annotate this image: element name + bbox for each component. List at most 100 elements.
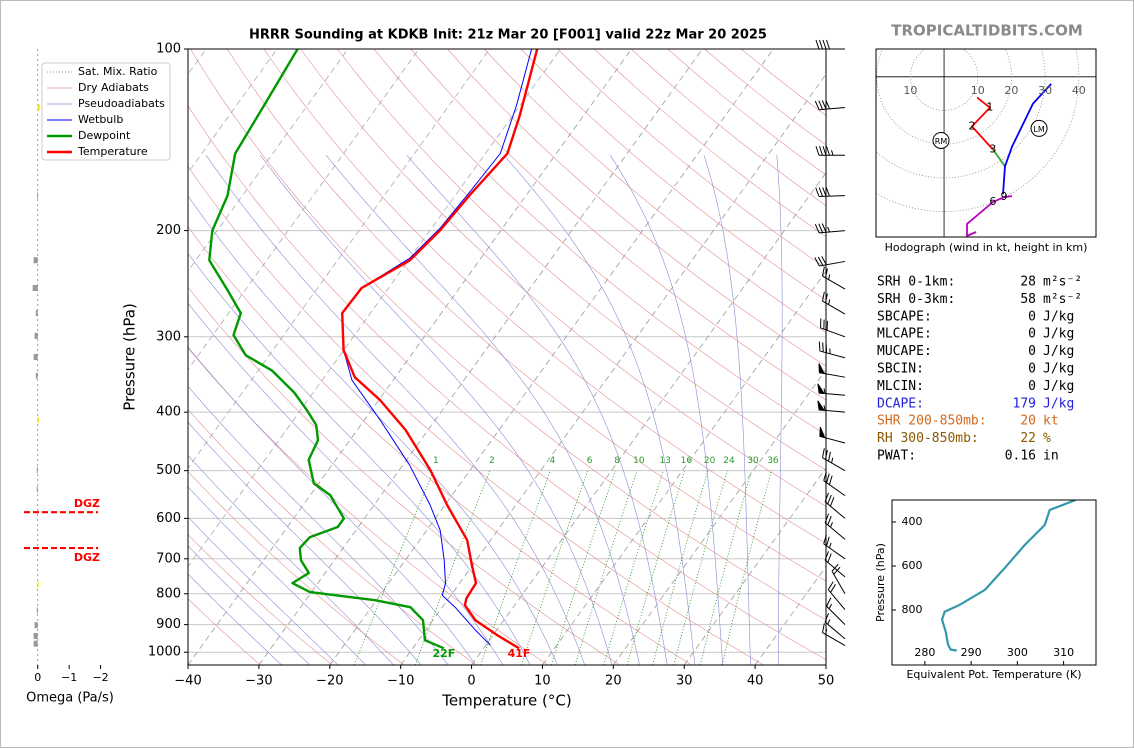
dry-adiabat xyxy=(188,598,261,665)
wind-barb xyxy=(815,39,845,50)
wind-barb xyxy=(824,613,846,640)
barb-staff xyxy=(826,605,846,625)
legend-label: Pseudoadiabats xyxy=(78,97,165,110)
legend-label: Dewpoint xyxy=(78,129,131,142)
mixing-ratio-line xyxy=(626,470,686,665)
barb-full xyxy=(824,513,830,523)
mixing-ratio-label: 8 xyxy=(614,456,620,466)
dry-adiabat xyxy=(300,49,826,507)
barb-full xyxy=(821,291,825,302)
omega-bar xyxy=(34,622,38,629)
wind-barb xyxy=(818,341,846,359)
barb-full xyxy=(823,471,827,481)
omega-bar xyxy=(35,310,38,317)
legend-label: Wetbulb xyxy=(78,113,123,126)
brand: TROPICALTIDBITS.COM xyxy=(891,22,1083,40)
y-tick-label: 200 xyxy=(156,223,181,238)
y-tick-label: 800 xyxy=(156,586,181,601)
barb-half xyxy=(827,619,831,625)
barb-full xyxy=(823,534,827,545)
mixing-ratio-line xyxy=(652,470,709,665)
barb-full xyxy=(828,451,831,462)
barb-half xyxy=(828,274,831,280)
barb-full xyxy=(826,597,832,607)
barb-staff xyxy=(819,230,846,234)
x-tick-label: 20 xyxy=(605,674,622,689)
height-label: 1 xyxy=(986,101,993,114)
stat-value: 0 xyxy=(1028,379,1036,394)
skewt-plot-area: 1 2 4 6 8 10 13 16 20 24 30 36 xyxy=(188,49,826,665)
x-tick-label: 300 xyxy=(1007,646,1028,659)
barb-full xyxy=(826,473,830,483)
dry-adiabat xyxy=(190,49,826,621)
barb-staff xyxy=(824,522,846,540)
hodo-ring-label: 10 xyxy=(903,84,917,97)
mixing-ratio-label: 36 xyxy=(767,456,779,466)
hodo-line xyxy=(1002,83,1052,195)
stat-label: MUCAPE: xyxy=(877,344,932,359)
x-tick-label: 310 xyxy=(1053,646,1074,659)
x-tick-label: −2 xyxy=(92,671,108,684)
hodo-ring-label: 10 xyxy=(971,84,985,97)
mixing-ratio-line xyxy=(353,470,435,665)
mixing-ratio-label: 24 xyxy=(723,456,735,466)
omega-bar xyxy=(33,640,38,647)
stat-unit: J/kg xyxy=(1043,379,1074,394)
omega-bar xyxy=(37,104,40,111)
barb-full xyxy=(818,341,821,352)
barb-pennant xyxy=(818,363,826,375)
barb-full xyxy=(821,623,825,633)
dry-adiabat xyxy=(263,49,826,544)
y-tick-label: 400 xyxy=(902,515,923,528)
stat-value: 0 xyxy=(1028,309,1036,324)
x-axis-label: Equivalent Pot. Temperature (K) xyxy=(906,668,1081,681)
dry-adiabat xyxy=(188,534,333,665)
barb-half xyxy=(828,603,833,609)
isotherm-grid xyxy=(329,49,774,665)
y-tick-label: 600 xyxy=(156,511,181,526)
hodo-frame xyxy=(875,48,1097,238)
omega-bar xyxy=(33,633,38,640)
pseudoadiabat xyxy=(503,155,696,665)
wind-barb xyxy=(821,448,846,472)
x-tick-label: 50 xyxy=(818,674,835,689)
omega-bar xyxy=(37,192,39,199)
barb-full xyxy=(814,100,820,110)
dry-adiabat xyxy=(188,226,692,665)
barb-staff xyxy=(831,570,846,595)
y-tick-label: 600 xyxy=(902,559,923,572)
barb-pennant xyxy=(817,400,826,411)
barb-half xyxy=(831,150,834,156)
mixing-ratio-line xyxy=(673,470,728,665)
pseudoadiabat xyxy=(188,385,449,665)
x-tick-label: 10 xyxy=(534,674,551,689)
pseudoadiabat xyxy=(188,302,504,665)
wind-barb xyxy=(818,363,846,378)
stat-value: 179 xyxy=(1013,396,1036,411)
barb-full xyxy=(818,100,824,110)
barb-staff xyxy=(819,260,846,267)
hodo-ring xyxy=(876,49,1080,212)
legend-box xyxy=(41,62,171,161)
stat-unit: kt xyxy=(1043,414,1059,429)
height-label: 9 xyxy=(1001,190,1008,203)
isotherm xyxy=(188,49,491,469)
wind-barb xyxy=(814,99,846,111)
wind-barb xyxy=(824,513,846,540)
isotherm-grid xyxy=(400,73,826,665)
barb-full xyxy=(830,584,836,593)
wind-barb xyxy=(814,256,846,267)
x-tick-label: 0 xyxy=(34,671,41,684)
barb-staff xyxy=(822,632,846,647)
height-label: 6 xyxy=(989,195,996,208)
stat-label: SBCAPE: xyxy=(877,309,932,324)
pseudoadiabat xyxy=(188,253,531,665)
barb-half xyxy=(828,299,831,305)
mixing-ratio-label: 30 xyxy=(747,456,759,466)
barb-staff xyxy=(818,195,846,198)
stat-label: RH 300-850mb: xyxy=(877,431,979,446)
profile-line xyxy=(341,49,533,646)
barb-full xyxy=(821,448,825,458)
